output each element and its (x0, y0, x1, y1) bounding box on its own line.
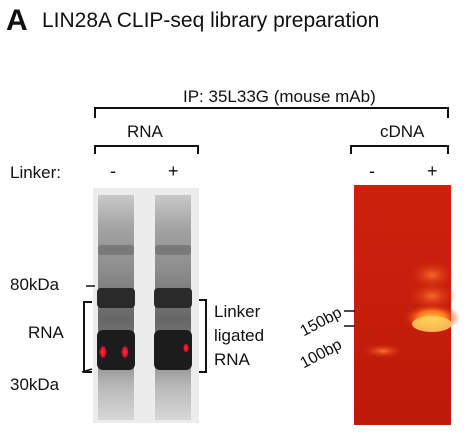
linker-label: Linker: (10, 163, 62, 182)
rna-header: RNA (127, 122, 163, 141)
rna-bracket-label: RNA (28, 323, 64, 342)
cdna-header: cDNA (380, 122, 425, 141)
rna-lane-plus: + (168, 161, 179, 181)
marker-80kda: 80kDa (10, 275, 60, 294)
panel-title: LIN28A CLIP-seq library preparation (42, 9, 380, 32)
cdna-lane-minus: - (369, 161, 375, 181)
rna-gel (93, 188, 199, 423)
marker-30kda: 30kDa (10, 375, 60, 394)
ip-label: IP: 35L33G (mouse mAb) (183, 87, 376, 106)
cdna-lane-plus: + (427, 161, 438, 181)
panel-letter: A (6, 4, 28, 37)
rna-lane-minus: - (110, 161, 116, 181)
cdna-gel (354, 185, 460, 425)
linker-ligated-rna-label: Linker ligated RNA (214, 302, 265, 369)
